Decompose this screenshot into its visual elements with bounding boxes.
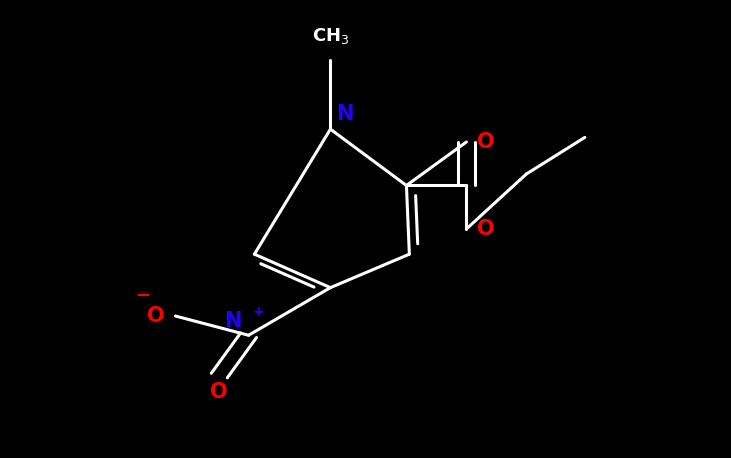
Text: O: O (211, 382, 228, 403)
Text: CH$_3$: CH$_3$ (311, 26, 349, 46)
Text: O: O (477, 219, 495, 239)
Text: +: + (252, 305, 264, 319)
Text: N: N (224, 311, 241, 331)
Text: N: N (336, 104, 354, 124)
Text: O: O (147, 306, 164, 326)
Text: −: − (135, 287, 151, 305)
Text: O: O (477, 132, 495, 152)
